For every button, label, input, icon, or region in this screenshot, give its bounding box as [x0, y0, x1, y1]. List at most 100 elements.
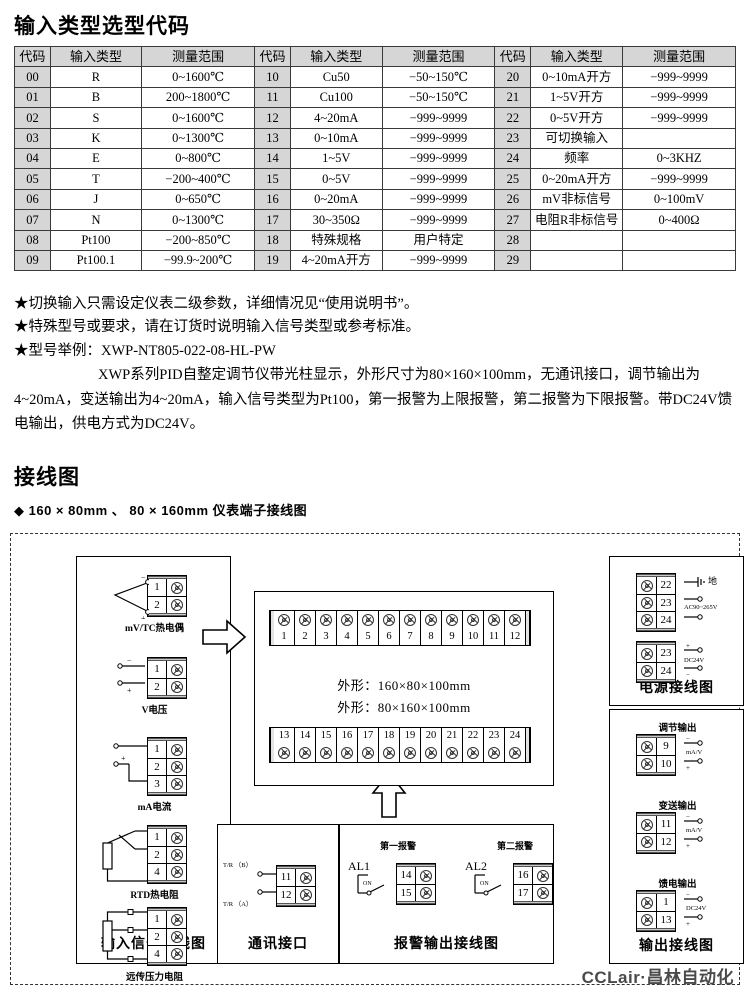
terminal-screw	[167, 597, 186, 613]
range-value: 0~100mV	[622, 188, 736, 211]
col-header-type-2: 输入类型	[289, 45, 383, 68]
power-ac-leads	[684, 573, 742, 640]
terminal-cell: 9	[442, 611, 463, 645]
terminal-number: 15	[320, 730, 332, 741]
range-value: 0~1600℃	[141, 107, 256, 129]
note-line-2: ★特殊型号或要求，请在订货时说明输入信号类型或参考标准。	[14, 319, 420, 336]
screw-icon	[488, 747, 500, 759]
code-value: 03	[14, 127, 51, 149]
terminal-row: 1	[637, 894, 675, 911]
terminal-cell: 18	[379, 728, 400, 762]
output-terminal-block-1: 9 10	[636, 734, 676, 776]
col-header-range-3: 测量范围	[622, 45, 736, 68]
code-value: 24	[494, 147, 532, 170]
code-value: 28	[494, 229, 532, 251]
terminal-number: 13	[656, 912, 675, 928]
screw-icon	[640, 597, 653, 609]
svg-text:ON: ON	[363, 881, 372, 887]
input-group-label-3: mA电流	[137, 803, 172, 813]
terminal-number: 18	[383, 730, 395, 741]
terminal-row: 12	[277, 886, 315, 903]
terminal-screw	[637, 912, 656, 928]
table-row: 02 S 0~1600℃ 12 4~20mA −999~9999 22 0~5V开方 −999~…	[14, 107, 736, 129]
input-signal-panel: 输入信号接线图 12mV/TC热电偶12V电压123mA电流124RTD热电阻1…	[76, 556, 231, 983]
terminal-screw	[383, 744, 395, 762]
terminal-screw	[533, 885, 552, 901]
table-body: 00 R 0~1600℃ 10 Cu50 −50~150℃ 20 0~10mA开方 −999~9…	[14, 66, 736, 272]
terminal-screw	[167, 864, 186, 880]
power-wiring-panel-label: 电源接线图	[639, 681, 714, 696]
terminal-number: 20	[425, 730, 437, 741]
range-value: 0~400Ω	[622, 209, 736, 231]
terminal-screw	[416, 867, 435, 884]
terminal-row: 9	[637, 738, 675, 755]
input-group-label-5: 远传压力电阻	[125, 973, 183, 983]
terminal-screw	[467, 744, 479, 762]
range-value	[622, 249, 736, 272]
terminal-row: 10	[637, 755, 675, 772]
instrument-terminal-panel: 1 2 3 4 5 6 7 8 9 10 11 12 外形：160×80×100mm 外形：80×16…	[254, 591, 554, 786]
type-value	[530, 249, 624, 272]
screw-icon	[383, 747, 395, 759]
terminal-number: 12	[509, 631, 521, 642]
type-value: K	[49, 127, 143, 149]
terminal-screw	[167, 929, 186, 945]
input-group-label-2: V电压	[141, 706, 168, 716]
svg-text:+: +	[686, 920, 690, 928]
terminal-screw	[278, 744, 290, 762]
code-value: 05	[14, 168, 51, 190]
screw-icon	[170, 663, 183, 676]
type-value: 1~5V开方	[530, 86, 624, 109]
code-value: 08	[14, 229, 51, 251]
terminal-number: 17	[514, 885, 533, 901]
type-value: 1~5V	[289, 147, 383, 170]
terminal-number: 23	[656, 645, 675, 662]
col-header-range-2: 测量范围	[381, 45, 496, 68]
range-value: −50~150℃	[381, 86, 496, 109]
range-value: −999~9999	[381, 209, 496, 231]
output-terminal-block-2: 11 12	[636, 812, 676, 854]
screw-icon	[320, 614, 332, 626]
alarm-name-2: AL2	[465, 859, 487, 873]
terminal-cell: 15	[316, 728, 337, 762]
terminal-number: 22	[467, 730, 479, 741]
screw-icon	[383, 614, 395, 626]
note-paragraph-text: XWP系列PID自整定调节仪带光柱显示，外形尺寸为80×160×100mm，无通…	[14, 367, 733, 432]
output-leads-1: − +	[684, 734, 742, 783]
code-value: 27	[494, 209, 532, 231]
arrow-right-icon	[201, 619, 247, 660]
terminal-screw	[488, 744, 500, 762]
screw-icon	[341, 747, 353, 759]
code-value: 14	[254, 147, 291, 170]
terminal-screw	[299, 611, 311, 629]
terminal-screw	[446, 744, 458, 762]
svg-text:+: +	[121, 754, 126, 763]
screw-icon	[299, 747, 311, 759]
terminal-screw	[296, 869, 315, 886]
code-value: 09	[14, 249, 51, 272]
output-leads-3: − +	[684, 890, 742, 939]
screw-icon	[170, 778, 183, 790]
terminal-row: 1	[148, 741, 186, 758]
output-unit-label-1: mA/V	[686, 749, 703, 756]
terminal-screw	[637, 894, 656, 911]
screw-icon	[170, 761, 183, 773]
screw-icon	[320, 747, 332, 759]
terminal-number: 17	[362, 730, 374, 741]
terminal-row: 2	[148, 678, 186, 695]
alarm-contact-2: ON	[471, 873, 515, 914]
terminal-screw	[383, 611, 395, 629]
terminal-number: 1	[148, 911, 167, 928]
range-value: −999~9999	[622, 168, 736, 190]
terminal-cell: 2	[295, 611, 316, 645]
svg-text:+: +	[686, 842, 690, 850]
screw-icon	[299, 889, 312, 901]
range-value: −999~9999	[381, 147, 496, 170]
terminal-number: 4	[148, 946, 167, 962]
terminal-cell: 10	[463, 611, 484, 645]
svg-text:+: +	[127, 686, 132, 695]
terminal-row: 13	[637, 911, 675, 928]
svg-text:−: −	[686, 891, 690, 899]
